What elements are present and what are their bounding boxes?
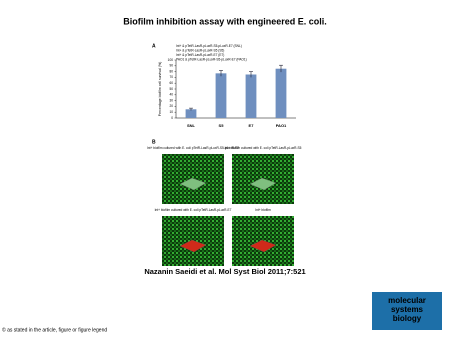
- image-caption: Int+ biofilm cultured with E. coli pTetR…: [155, 208, 232, 212]
- legend-line: Int+ & pTetR-LasR-pLuxR-S5-pLuxR-E7 (SNL…: [176, 44, 242, 48]
- panel-label: A: [152, 43, 156, 49]
- logo-text: biology: [393, 314, 422, 323]
- y-tick-label: 60: [169, 81, 173, 85]
- y-tick-label: 10: [169, 110, 173, 114]
- surface-plot: [179, 177, 207, 191]
- y-tick-label: 0: [171, 116, 173, 120]
- logo-box: [372, 292, 442, 330]
- slide-title: Biofilm inhibition assay with engineered…: [123, 16, 327, 26]
- y-tick-label: 50: [169, 87, 173, 91]
- x-tick-label: E7: [249, 123, 255, 128]
- surface-plot: [249, 177, 277, 191]
- image-caption: Int+ biofilm: [255, 208, 271, 212]
- logo-text: molecular: [388, 296, 426, 305]
- y-tick-label: 70: [169, 75, 173, 79]
- legend-line: Int+ & pTetR-LasR-pLuxR-E7 (E7): [176, 53, 224, 57]
- logo-text: systems: [391, 305, 424, 314]
- image-caption: Int+ biofilm cultured with E. coli pTetR…: [225, 146, 302, 150]
- x-tick-label: SNL: [187, 123, 196, 128]
- citation: Nazanin Saeidi et al. Mol Syst Biol 2011…: [144, 267, 305, 276]
- surface-plot: [249, 239, 277, 253]
- bar: [215, 73, 227, 118]
- legend-line: Int+ & pTetR-LasR-pLuxR-S5 (S5): [176, 48, 224, 52]
- y-tick-label: 90: [169, 64, 173, 68]
- legend-line: PAO1 & pTetR-LasR-pLuxR-S5-pLuxR-E7 (PAO…: [176, 57, 247, 61]
- surface-plot: [179, 239, 207, 253]
- y-tick-label: 80: [169, 69, 173, 73]
- bar: [275, 68, 287, 118]
- x-tick-label: PAO1: [276, 123, 287, 128]
- y-tick-label: 100: [168, 58, 174, 62]
- x-tick-label: S5: [219, 123, 225, 128]
- image-caption: Int+ biofilm cultured with E. coli pTetR…: [147, 146, 239, 150]
- bar: [185, 109, 197, 118]
- y-axis-label: Percentage biofilm cell survival (%): [158, 62, 162, 116]
- footer: © as stated in the article, figure or fi…: [2, 326, 107, 333]
- y-tick-label: 40: [169, 93, 173, 97]
- panel-b: Int+ biofilm cultured with E. coli pTetR…: [147, 146, 302, 266]
- y-tick-label: 30: [169, 98, 173, 102]
- bar: [245, 74, 257, 118]
- y-tick-label: 20: [169, 104, 173, 108]
- panel-label: B: [152, 139, 156, 145]
